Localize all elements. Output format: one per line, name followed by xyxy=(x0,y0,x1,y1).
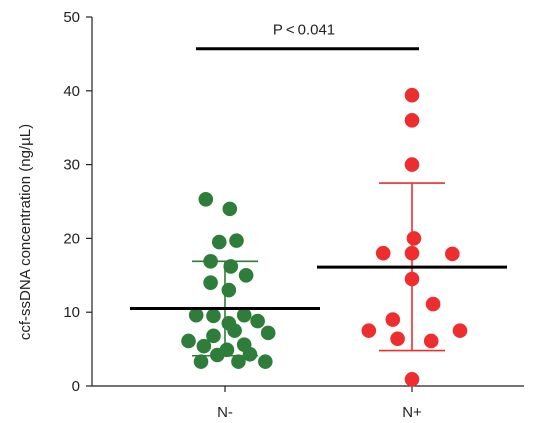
data-point xyxy=(250,313,265,329)
data-point xyxy=(238,268,254,283)
y-tick-label: 20 xyxy=(63,230,80,247)
data-point xyxy=(404,157,420,172)
x-tick-label: N+ xyxy=(402,404,422,421)
data-point xyxy=(219,342,235,358)
data-point xyxy=(375,245,391,261)
data-point xyxy=(406,231,422,246)
data-point xyxy=(203,275,218,290)
data-point xyxy=(203,253,218,269)
data-point xyxy=(260,325,276,341)
data-point xyxy=(198,191,214,207)
y-tick-label: 10 xyxy=(63,304,80,321)
chart-marks: P < 0.041 xyxy=(130,22,507,387)
data-point xyxy=(188,307,204,323)
y-axis-label: ccf-ssDNA concentration (ng/µL) xyxy=(17,124,34,340)
data-point xyxy=(223,259,239,274)
x-tick-label: N- xyxy=(217,404,233,421)
y-tick-label: 40 xyxy=(63,83,80,100)
data-point xyxy=(404,87,420,103)
data-point xyxy=(229,233,244,248)
data-point xyxy=(445,246,460,262)
data-point xyxy=(361,323,377,338)
data-point xyxy=(404,113,420,128)
data-point xyxy=(236,337,252,352)
data-point xyxy=(196,338,212,354)
data-point xyxy=(206,308,221,324)
y-tick-label: 0 xyxy=(72,378,80,395)
data-point xyxy=(236,307,252,323)
data-point xyxy=(206,328,221,344)
data-point xyxy=(390,331,405,347)
data-point xyxy=(423,333,439,349)
data-point xyxy=(211,234,227,250)
data-point xyxy=(193,354,209,369)
series-N+ xyxy=(317,87,507,387)
y-tick-label: 50 xyxy=(63,9,80,26)
data-point xyxy=(222,201,238,217)
data-point xyxy=(221,315,237,331)
significance-label: P < 0.041 xyxy=(273,22,335,39)
data-point xyxy=(221,282,237,298)
data-point xyxy=(258,354,273,369)
series-N- xyxy=(130,191,320,369)
axes: 0 10 20 30 40 50 N- N+ xyxy=(63,9,524,421)
y-tick-label: 30 xyxy=(63,157,80,174)
data-point xyxy=(404,245,420,261)
data-point xyxy=(425,296,441,312)
data-point xyxy=(452,323,468,338)
data-point xyxy=(404,372,420,387)
data-point xyxy=(404,271,420,287)
data-point xyxy=(385,312,401,327)
data-point xyxy=(181,333,196,349)
data-point xyxy=(231,354,246,369)
